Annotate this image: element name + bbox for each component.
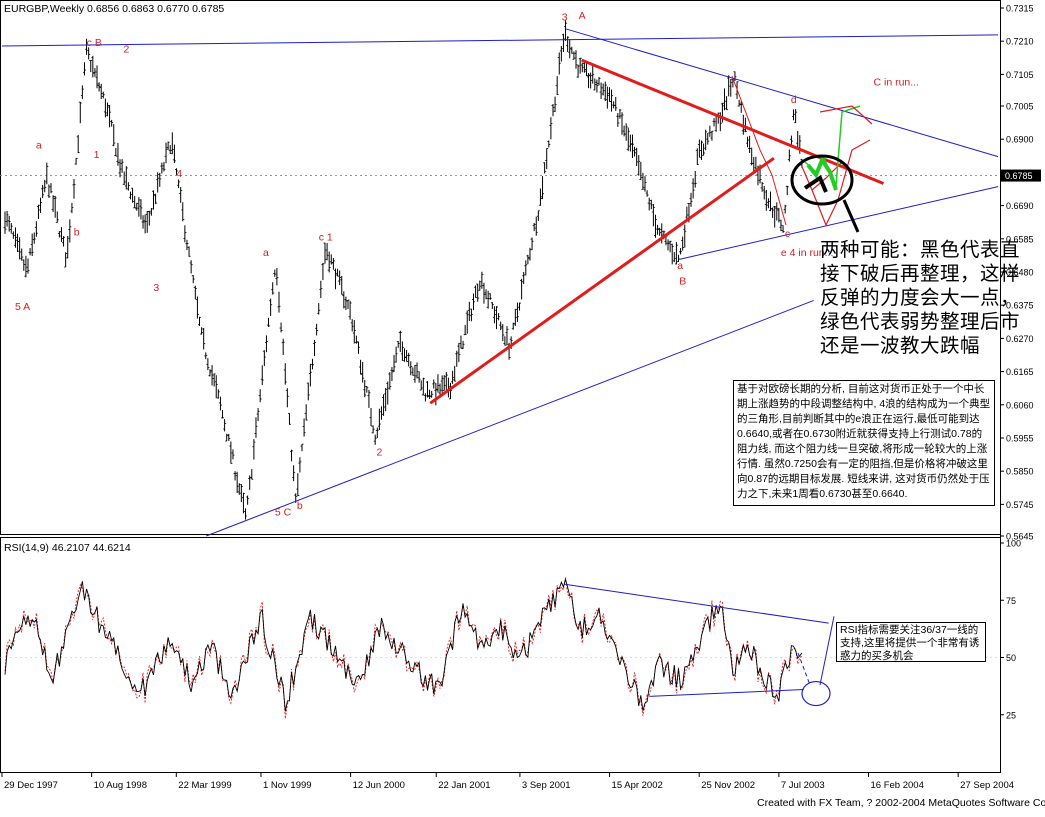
blue-trendline [564,28,999,158]
price-tick-label: 0.6900 [1006,135,1034,145]
rsi-support-circle [801,680,831,707]
rsi-series [0,577,1000,719]
price-panel-header: EURGBP,Weekly 0.6856 0.6863 0.6770 0.678… [4,3,224,15]
price-tick-label: 0.6690 [1006,201,1034,211]
black-circle-marker [790,154,854,206]
price-tick-label: 0.7105 [1006,70,1034,80]
analysis-note: 基于对欧磅长期的分析, 目前这对货币正处于一个中长期上涨趋势的中段调整结构中, … [733,380,995,506]
red-scenario-path [799,161,843,191]
price-tick-label: 0.6270 [1006,334,1034,344]
wave-label: d [791,94,797,106]
rsi-tick-label: 50 [1006,653,1016,663]
price-tick-label: 0.5745 [1006,500,1034,510]
blue-trendlines [1,28,999,537]
price-bars [3,20,804,520]
rsi-panel-frame [0,537,1001,773]
red-target-path [819,105,873,125]
time-tick-label: 7 Jul 2003 [781,780,825,791]
time-tick-label: 1 Nov 1999 [263,780,312,791]
wave-label: a [263,247,269,259]
price-tick-label: 0.5850 [1006,467,1034,477]
rsi-blue-trendline [564,583,829,624]
wave-label: 2 [124,43,130,55]
price-tick-label: 0.6480 [1006,268,1034,278]
price-y-axis: 0.7315 0.7210 0.7105 0.7005 0.6900 0.6690 0.65… [1000,4,1034,542]
time-tick-label: 22 Mar 1999 [178,780,231,791]
wave-label: A [579,10,586,22]
wave-label: 3 [562,12,568,24]
red-wave-sketch [731,75,787,226]
blue-trendline [205,299,814,537]
rsi-panel-header: RSI(14,9) 46.2107 44.6214 [4,542,131,554]
time-tick-label: 12 Jun 2000 [353,780,405,791]
wave-label: b [297,500,303,512]
price-tick-label: 0.7315 [1006,4,1034,14]
footer-credit: Created with FX Team, ? 2002-2004 MetaQu… [757,797,1045,809]
price-tick-label: 0.5645 [1006,532,1034,542]
rsi-line [4,577,803,712]
time-tick-label: 3 Sep 2001 [522,780,571,791]
rsi-note-pointer [819,616,835,686]
chart-annotations [731,75,873,233]
rsi-dashed-projection [797,652,811,686]
price-tick-label: 0.6060 [1006,400,1034,410]
black-scenario-path [803,175,828,193]
rsi-blue-trendline [649,689,804,697]
time-tick-label: 25 Nov 2002 [701,780,755,791]
wave-label: c B [87,37,102,49]
price-tick-label: 0.6165 [1006,367,1034,377]
rsi-y-axis: 100 75 50 25 [1000,539,1021,720]
wave-label: c 1 [319,231,333,243]
wave-label: b [74,227,80,239]
wave-label: 4 [176,168,182,180]
price-tick-label: 0.5955 [1006,433,1034,443]
wave-label: a [677,260,683,272]
price-tick-label: 0.7210 [1006,37,1034,47]
time-tick-label: 16 Feb 2004 [871,780,924,791]
red-trendlines [429,58,885,405]
rsi-tick-label: 25 [1006,710,1016,720]
time-tick-label: 29 Dec 1997 [4,780,58,791]
red-trendline [581,58,885,185]
time-x-axis: 29 Dec 1997 10 Aug 1998 22 Mar 1999 1 Nov 1… [1,773,1014,791]
time-tick-label: 15 Apr 2002 [612,780,663,791]
blue-trendline [679,186,999,260]
current-price-label: 0.6785 [1005,171,1033,181]
wave-label: 3 [153,282,159,294]
rsi-note: RSI指标需要关注36/37一线的支持,这里将提供一个非常有诱惑力的买多机会 [836,622,986,662]
wave-label: e 4 in run... [781,247,834,259]
red-trendline [429,156,775,405]
blue-trendline [1,34,999,47]
wave-label: 2 [376,446,382,458]
price-tick-label: 0.7005 [1006,102,1034,112]
time-tick-label: 27 Sep 2004 [960,780,1014,791]
wave-label: C in run... [874,76,920,88]
wave-label: a [36,140,42,152]
price-tick-label: 0.6375 [1006,301,1034,311]
wave-label: 5 A [15,301,30,313]
black-pointer-line [842,199,860,233]
wave-label: 5 C [275,506,292,518]
wave-label: c [785,228,790,240]
green-scenario-path [806,155,838,191]
price-tick-label: 0.6585 [1006,234,1034,244]
current-price-box [1001,169,1041,182]
scenario-note: 两种可能：黑色代表直接下破后再整理，这样反弹的力度会大一点，绿色代表弱势整理后市… [820,239,1021,357]
current-price-tag: 0.6785 [1001,169,1041,182]
time-tick-label: 10 Aug 1998 [94,780,147,791]
wave-label: 1 [94,149,100,161]
rsi-tick-label: 100 [1006,539,1021,549]
time-tick-label: 22 Jan 2001 [438,780,490,791]
wave-label: B [679,276,686,288]
rsi-tick-label: 75 [1006,596,1016,606]
